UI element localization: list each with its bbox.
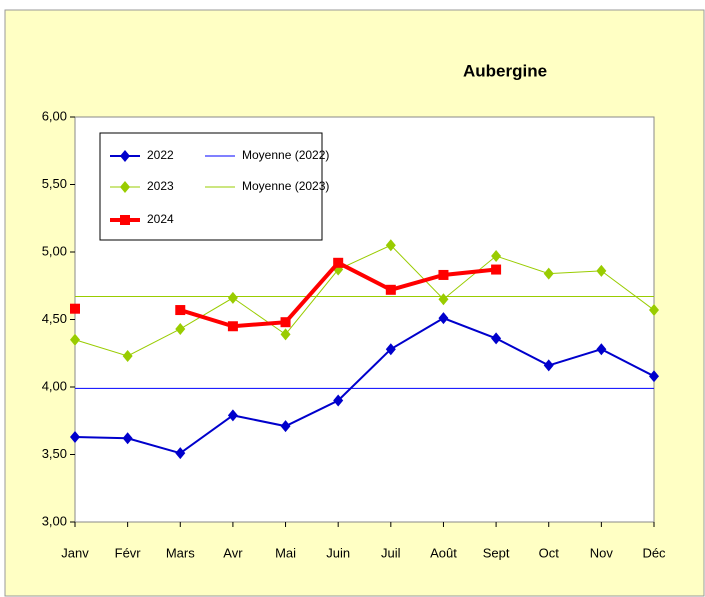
point [227,291,238,304]
point [596,343,607,356]
point [280,317,291,328]
y-tick-label: 5,50 [42,176,67,191]
point [438,312,449,325]
legend-marker [120,181,130,193]
point [649,370,659,383]
point [491,264,502,275]
point [70,303,80,314]
point [491,332,502,345]
x-tick-label: Août [430,545,457,560]
legend-label: 2023 [147,179,174,193]
y-tick-label: 3,00 [42,513,67,528]
x-tick-label: Avr [223,545,243,560]
point [649,304,659,317]
point [491,250,502,263]
x-tick-label: Sept [483,545,510,560]
series-line [74,244,655,357]
series-line [74,317,655,455]
y-tick-label: 4,00 [42,378,67,393]
chart-title: Aubergine [463,61,547,80]
x-tick-label: Mars [166,545,195,560]
legend-label: 2022 [147,148,174,162]
legend-label: Moyenne (2022) [242,148,329,162]
point [385,284,396,295]
x-tick-label: Mai [275,545,296,560]
point [70,430,80,443]
point [438,269,449,280]
point [175,447,186,460]
point [175,322,186,335]
point [438,293,449,306]
x-tick-label: Juil [381,545,401,560]
y-tick-label: 5,00 [42,243,67,258]
x-tick-label: Déc [642,545,666,560]
point [280,328,291,341]
point [543,267,554,280]
x-tick-label: Juin [326,545,350,560]
point [333,257,344,268]
legend-marker [120,215,130,225]
point [280,420,291,433]
legend-label: Moyenne (2023) [242,179,329,193]
point [596,264,607,277]
y-tick-label: 4,50 [42,311,67,326]
point [333,394,344,407]
x-tick-label: Oct [539,545,560,560]
point [385,343,396,356]
point [385,239,396,252]
point [122,349,133,362]
y-tick-label: 6,00 [42,108,67,123]
point [543,359,554,372]
point [175,305,186,316]
point [227,409,238,422]
x-tick-label: Févr [115,545,142,560]
x-tick-label: Nov [590,545,614,560]
x-tick-label: Janv [61,545,89,560]
y-tick-label: 3,50 [42,446,67,461]
point [122,432,133,445]
point [70,333,80,346]
point [227,321,238,332]
legend-marker [120,150,130,162]
legend-label: 2024 [147,212,174,226]
